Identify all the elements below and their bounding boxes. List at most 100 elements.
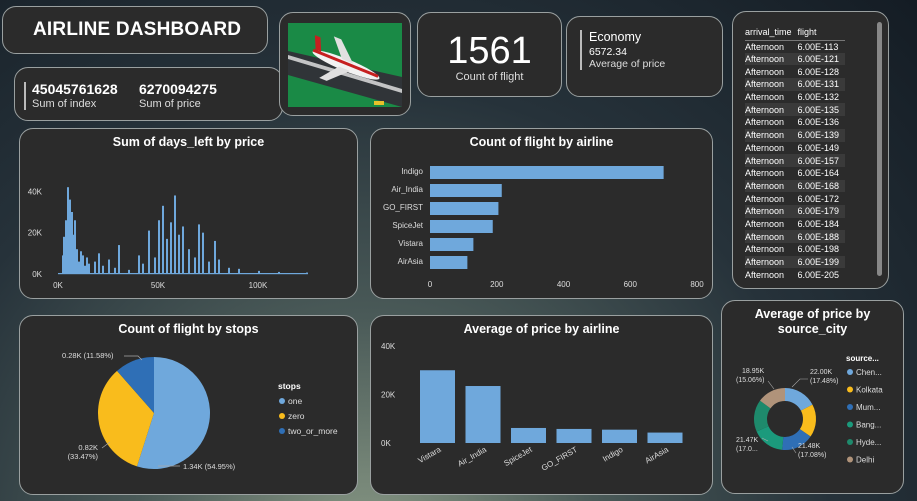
bar[interactable] [142, 263, 144, 274]
table-row[interactable]: Afternoon 6.00E-168 [745, 179, 846, 193]
bar[interactable] [182, 226, 184, 274]
bar[interactable] [128, 269, 130, 274]
bar[interactable] [202, 232, 204, 274]
bar[interactable] [178, 234, 180, 274]
bar[interactable] [98, 253, 100, 274]
bar[interactable] [647, 432, 683, 443]
bar[interactable] [465, 386, 501, 443]
bar[interactable] [430, 166, 664, 179]
legend-item[interactable]: Delhi [856, 456, 874, 465]
sum-price-value: 6270094275 [139, 81, 217, 97]
bar[interactable] [194, 257, 196, 274]
bar[interactable] [511, 427, 546, 443]
bar[interactable] [94, 261, 96, 274]
legend-item[interactable]: Hyde... [856, 438, 881, 447]
bar[interactable] [278, 271, 280, 274]
table-row[interactable]: Afternoon 6.00E-172 [745, 192, 845, 205]
bar[interactable] [218, 259, 220, 274]
legend-item[interactable]: one [288, 396, 302, 406]
legend-item[interactable]: Kolkata [856, 386, 883, 395]
bar[interactable] [148, 230, 150, 274]
legend-item[interactable]: zero [288, 411, 305, 421]
bar[interactable] [166, 238, 168, 274]
table-row[interactable]: Afternoon 6.00E-179 [745, 204, 846, 218]
bar[interactable] [170, 222, 172, 274]
bar[interactable] [430, 184, 502, 197]
pie-slice-zero[interactable] [97, 370, 154, 467]
table-row[interactable]: Afternoon 6.00E-139 [745, 128, 846, 142]
donut-slice[interactable] [756, 426, 784, 450]
bar[interactable] [76, 249, 78, 274]
bar[interactable] [162, 205, 164, 274]
legend-item[interactable]: Mum... [856, 403, 880, 412]
x-tick-label: 800 [690, 280, 704, 289]
pie-slice-one[interactable] [136, 357, 210, 469]
table-row[interactable]: Afternoon 6.00E-128 [745, 65, 845, 78]
bar[interactable] [154, 257, 156, 274]
table-row[interactable]: Afternoon 6.00E-132 [745, 91, 845, 104]
bar[interactable] [258, 270, 260, 274]
bar[interactable] [430, 238, 474, 251]
table-row[interactable]: Afternoon 6.00E-113 [745, 40, 845, 53]
bar[interactable] [78, 261, 80, 274]
bar[interactable] [138, 255, 140, 274]
bar[interactable] [174, 195, 176, 274]
bar[interactable] [102, 265, 104, 274]
bar[interactable] [82, 255, 84, 274]
legend-item[interactable]: two_or_more [288, 426, 338, 436]
table-row[interactable]: Afternoon 6.00E-149 [745, 142, 845, 155]
bar[interactable] [602, 429, 637, 443]
bar[interactable] [238, 268, 240, 274]
slice-label: 0.28K (11.58%) [62, 351, 114, 360]
cell-flight: 6.00E-205 [797, 269, 840, 280]
bar[interactable] [188, 249, 190, 274]
bar[interactable] [228, 267, 230, 274]
legend-item[interactable]: Bang... [856, 421, 881, 430]
bar[interactable] [118, 245, 120, 274]
bar[interactable] [306, 272, 308, 274]
header-flight[interactable]: flight [797, 25, 846, 41]
bar[interactable] [430, 256, 468, 269]
legend-item[interactable]: Chen... [856, 368, 882, 377]
donut-slice[interactable] [799, 404, 816, 437]
bar[interactable] [198, 224, 200, 274]
bar[interactable] [74, 220, 76, 274]
cell-flight: 6.00E-157 [797, 154, 846, 167]
table-row[interactable]: Afternoon 6.00E-199 [745, 255, 846, 269]
bar[interactable] [86, 257, 88, 274]
donut-slice[interactable] [785, 388, 813, 411]
bar[interactable] [430, 202, 499, 215]
donut-slice[interactable] [760, 388, 785, 409]
table-row[interactable]: Afternoon 6.00E-135 [745, 103, 846, 117]
bar[interactable] [84, 265, 86, 274]
header-arrival-time[interactable]: arrival_time [745, 25, 798, 41]
table-row[interactable]: Afternoon 6.00E-157 [745, 154, 846, 167]
bar[interactable] [80, 251, 82, 274]
table-row[interactable]: Afternoon 6.00E-205 [745, 268, 845, 281]
table-row[interactable]: Afternoon 6.00E-136 [745, 116, 845, 129]
y-tick-label: 20K [381, 391, 396, 400]
table-row[interactable]: Afternoon 6.00E-121 [745, 52, 846, 66]
bar[interactable] [88, 263, 90, 274]
bar[interactable] [208, 261, 210, 274]
bar[interactable] [430, 220, 493, 233]
pie-slice-two_or_more[interactable] [117, 357, 154, 413]
cell-arrival-time: Afternoon [745, 179, 798, 193]
table-scrollbar[interactable] [877, 22, 882, 276]
bar[interactable] [420, 370, 455, 443]
donut-slice[interactable] [782, 429, 811, 450]
bar[interactable] [108, 259, 110, 274]
table-row[interactable]: Afternoon 6.00E-164 [745, 167, 845, 180]
table-row[interactable]: Afternoon 6.00E-131 [745, 78, 846, 91]
bar[interactable] [67, 187, 69, 274]
table-row[interactable]: Afternoon 6.00E-198 [745, 243, 845, 256]
bar[interactable] [158, 220, 160, 274]
bar[interactable] [214, 240, 216, 274]
slice-label: 18.95K [742, 368, 765, 375]
bar[interactable] [114, 267, 116, 274]
bar[interactable] [556, 428, 592, 443]
table-row[interactable]: Afternoon 6.00E-188 [745, 230, 846, 243]
table-row[interactable]: Afternoon 6.00E-184 [745, 218, 845, 231]
donut-slice[interactable] [754, 400, 771, 432]
bar[interactable] [71, 212, 73, 274]
